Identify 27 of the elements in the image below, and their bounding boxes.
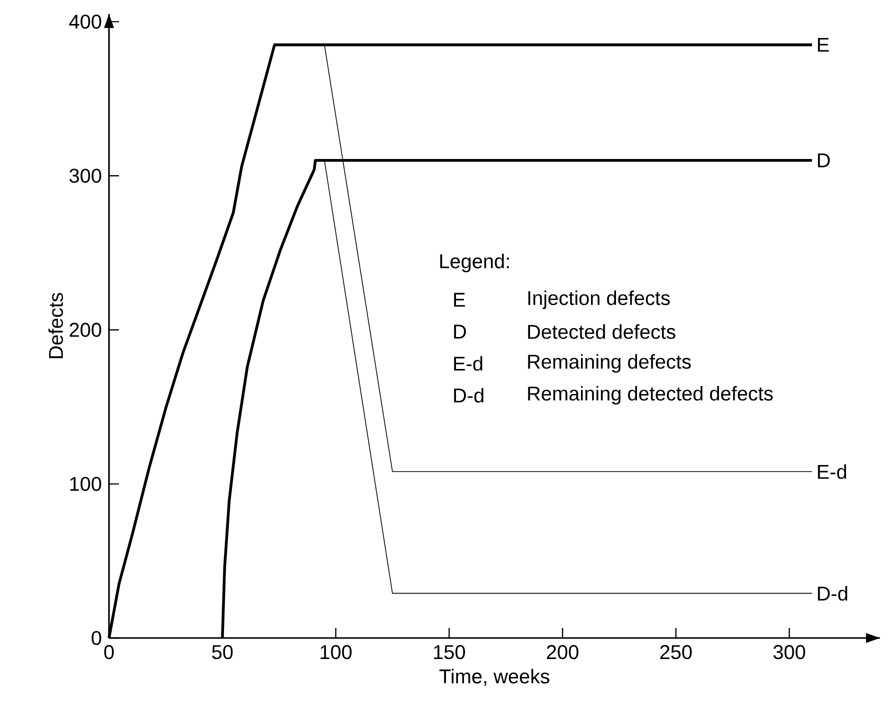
y-tick-label: 400 <box>69 14 102 29</box>
annotation: Remaining defects <box>528 354 691 373</box>
y-tick-label: 0 <box>92 630 102 646</box>
x-tick-label: 250 <box>660 645 692 660</box>
x-tick-label: 200 <box>546 645 578 660</box>
annotation: D <box>454 324 466 338</box>
x-tick-label: 100 <box>320 645 352 660</box>
annotation: Injection defects <box>528 290 670 310</box>
series-label: D <box>818 154 830 168</box>
y-tick-label: 200 <box>70 322 102 337</box>
annotation: Remaining detected defects <box>528 386 773 405</box>
annotation: E-d <box>454 356 482 371</box>
series-label: D-d <box>818 586 848 601</box>
x-tick-label: 300 <box>773 645 806 660</box>
x-tick-label: 150 <box>434 645 465 660</box>
series-label: E-d <box>818 464 846 479</box>
annotation: D-d <box>454 388 484 403</box>
x-axis-title: Time, weeks <box>439 668 550 686</box>
annotation: Legend: <box>440 254 509 272</box>
y-tick-label: 300 <box>69 168 102 183</box>
x-tick-label: 50 <box>212 645 233 660</box>
annotation: E <box>454 292 465 307</box>
y-axis-title: Defects <box>48 292 63 358</box>
x-tick-label: 0 <box>104 645 114 660</box>
y-tick-label: 100 <box>70 476 102 491</box>
series-label: E <box>818 38 829 52</box>
annotation: Detected defects <box>528 324 676 339</box>
